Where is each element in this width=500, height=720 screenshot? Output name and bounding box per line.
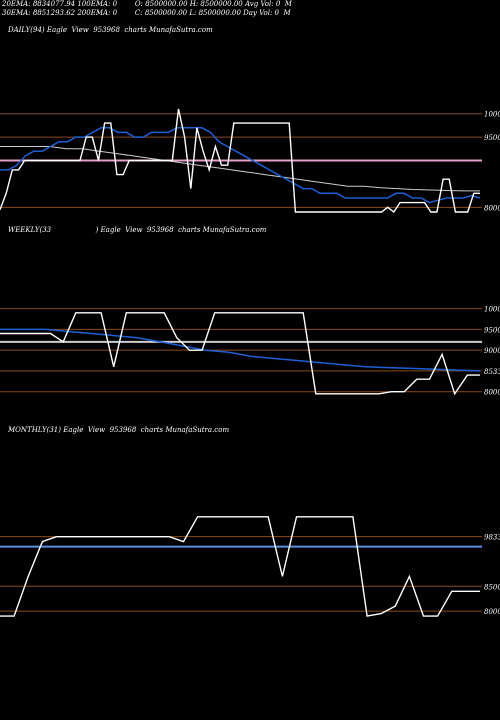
daily-ema-fast-line — [0, 127, 481, 204]
daily-tick-label: 10000 — [484, 111, 500, 119]
header-line-2: 30EMA: 8851293.62 200EMA: 0 C: 8500000.0… — [2, 9, 291, 17]
daily-tick-label: 95000 — [484, 134, 500, 142]
monthly-tick-label: 80000 — [484, 608, 500, 616]
weekly-tick-label: 10000 — [484, 306, 500, 314]
daily-tick-label: 80000 — [484, 204, 500, 212]
monthly-tick-label: 85000 — [484, 583, 500, 591]
weekly-price-line — [0, 312, 480, 396]
weekly-panel-label: WEEKLY(33 ) Eagle View 953968 charts Mun… — [8, 226, 267, 234]
monthly-panel-label: MONTHLY(31) Eagle View 953968 charts Mun… — [8, 426, 230, 434]
daily-panel-label: DAILY(94) Eagle View 953968 charts Munaf… — [8, 26, 213, 34]
header-line-1: 20EMA: 8834077.94 100EMA: 0 O: 8500000.0… — [2, 0, 292, 8]
monthly-tick-label: 9833 — [484, 534, 500, 542]
weekly-tick-label: 8533 — [484, 368, 500, 376]
monthly-price-line — [0, 516, 480, 617]
daily-ema-slow-line — [0, 146, 480, 192]
daily-price-line — [0, 108, 480, 214]
weekly-ema-fast-line — [0, 328, 481, 372]
weekly-tick-label: 80000 — [484, 389, 500, 397]
weekly-tick-label: 95000 — [484, 326, 500, 334]
weekly-tick-label: 90000 — [484, 347, 500, 355]
